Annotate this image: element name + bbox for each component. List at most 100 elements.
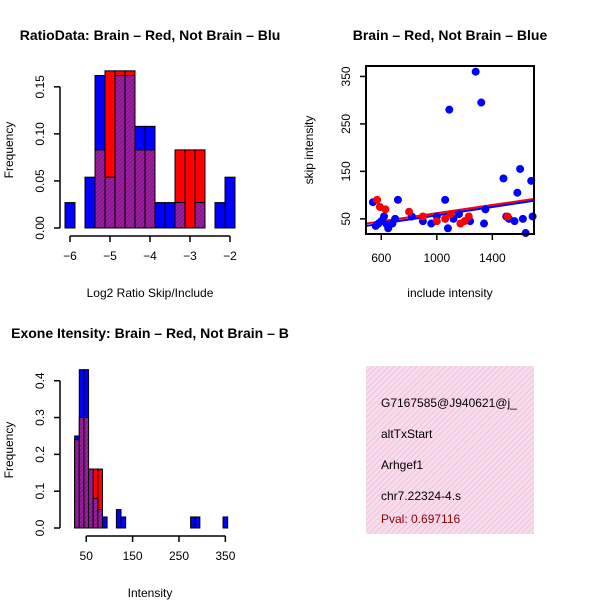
- info-event-type: altTxStart: [381, 427, 433, 441]
- ratio-blue-bar: [154, 202, 166, 229]
- scatter-frame: [365, 65, 535, 235]
- intensity-scatter: Brain – Red, Not Brain – Blue 600 1000 140…: [302, 27, 547, 300]
- scatter-xlabel: include intensity: [407, 286, 492, 300]
- intensity-ylabel: Frequency: [2, 422, 16, 479]
- intensity-x-tick-label: 150: [123, 549, 143, 563]
- info-probe-id: G7167585@J940621@j_: [381, 396, 517, 410]
- intensity-x-tick-label: 350: [215, 549, 235, 563]
- intensity-overlap-bar: [88, 468, 94, 529]
- ratio-overlap-bar: [194, 202, 206, 229]
- ratio-blue-bar: [64, 202, 76, 229]
- intensity-x-tick-label: 250: [169, 549, 189, 563]
- scatter-red-point: [405, 207, 414, 216]
- ratio-bars: [64, 70, 236, 229]
- ratio-blue-bar: [214, 202, 226, 229]
- info-pval: Pval: 0.697116: [381, 512, 461, 526]
- intensity-overlap-bar: [78, 417, 85, 529]
- intensity-xlabel: Intensity: [128, 586, 173, 600]
- intensity-overlap-bar: [92, 498, 99, 529]
- info-box: G7167585@J940621@j_ altTxStart Arhgef1 c…: [366, 366, 534, 534]
- scatter-red-point: [381, 205, 390, 214]
- scatter-y-tick-label: 150: [339, 161, 353, 181]
- intensity-blue-bar: [222, 516, 229, 529]
- intensity-x-tick-label: 50: [80, 549, 94, 563]
- scatter-x-tick-label: 600: [371, 251, 391, 265]
- ratio-overlap-bar: [114, 75, 126, 229]
- intensity-y-tick-label: 0.0: [33, 519, 47, 536]
- ratio-overlap-bar: [94, 149, 106, 229]
- scatter-y-tick-label: 50: [339, 212, 353, 226]
- ratio-overlap-bar: [124, 75, 136, 229]
- scatter-red-point: [373, 195, 382, 204]
- scatter-y-tick-label: 350: [339, 66, 353, 86]
- scatter-red-point: [464, 212, 473, 221]
- ratio-overlap-bar: [134, 149, 146, 229]
- intensity-axes: 50 150 250 350 0.0 0.1 0.2 0.3 0.4: [33, 372, 236, 563]
- scatter-blue-point: [445, 105, 454, 114]
- scatter-blue-point: [471, 67, 480, 76]
- scatter-x-tick-label: 1000: [423, 251, 450, 265]
- ratio-blue-bar: [84, 176, 96, 229]
- ratio-axes: −6 −5 −4 −3 −2 0.00 0.05 0.10 0.15: [33, 75, 237, 263]
- scatter-blue-point: [477, 98, 486, 107]
- scatter-y-tick-label: 250: [339, 114, 353, 134]
- ratio-y-tick-label: 0.00: [33, 216, 47, 240]
- scatter-red-point: [418, 212, 427, 221]
- scatter-blue-point: [380, 212, 389, 221]
- intensity-blue-bar: [115, 509, 122, 529]
- scatter-x-tick-label: 1400: [479, 251, 506, 265]
- scatter-blue-point: [455, 210, 464, 219]
- intensity-blue-bar: [101, 516, 108, 529]
- scatter-points: [368, 67, 537, 238]
- ratio-overlap-bar: [144, 149, 156, 229]
- scatter-blue-point: [393, 195, 402, 204]
- ratio-y-tick-label: 0.15: [33, 75, 47, 99]
- scatter-blue-point: [391, 214, 400, 223]
- scatter-blue-point: [510, 217, 519, 226]
- scatter-ylabel: skip intensity: [302, 116, 316, 185]
- intensity-bars: [74, 369, 229, 529]
- intensity-blue-bar: [120, 516, 127, 529]
- scatter-blue-point: [516, 164, 525, 173]
- ratio-xlabel: Log2 Ratio Skip/Include: [87, 286, 214, 300]
- scatter-blue-point: [480, 219, 489, 228]
- ratio-y-tick-label: 0.10: [33, 122, 47, 146]
- intensity-overlap-bar: [74, 439, 80, 529]
- info-gene: Arhgef1: [381, 458, 424, 472]
- scatter-blue-point: [513, 188, 522, 197]
- intensity-overlap-bar: [97, 509, 103, 529]
- ratio-title: RatioData: Brain – Red, Not Brain – Blu: [20, 27, 281, 43]
- intensity-y-tick-label: 0.2: [33, 446, 47, 463]
- ratio-blue-bar: [224, 176, 236, 229]
- ratio-x-tick-label: −4: [143, 249, 157, 263]
- scatter-blue-point: [499, 174, 508, 183]
- scatter-title: Brain – Red, Not Brain – Blue: [353, 27, 548, 43]
- scatter-blue-point: [443, 224, 452, 233]
- scatter-blue-point: [441, 195, 450, 204]
- ratio-overlap-bar: [174, 202, 186, 229]
- scatter-red-point: [441, 214, 450, 223]
- scatter-red-point: [432, 217, 441, 226]
- ratio-x-tick-label: −2: [223, 249, 237, 263]
- ratio-ylabel: Frequency: [2, 122, 16, 179]
- ratio-red-bar: [184, 149, 196, 229]
- intensity-y-tick-label: 0.4: [33, 372, 47, 389]
- scatter-red-point: [503, 212, 512, 221]
- intensity-histogram: Exone Itensity: Brain – Red, Not Brain –…: [2, 325, 289, 600]
- intensity-title: Exone Itensity: Brain – Red, Not Brain –…: [11, 325, 289, 341]
- intensity-blue-bar: [194, 516, 201, 529]
- scatter-blue-point: [481, 205, 490, 214]
- ratio-x-tick-label: −5: [103, 249, 117, 263]
- scatter-blue-point: [518, 214, 527, 223]
- ratio-histogram: RatioData: Brain – Red, Not Brain – Blu …: [2, 27, 280, 300]
- scatter-axes: 600 1000 1400 50 150 250 350: [339, 65, 535, 265]
- ratio-y-tick-label: 0.05: [33, 169, 47, 193]
- intensity-y-tick-label: 0.1: [33, 483, 47, 500]
- ratio-blue-bar: [164, 202, 176, 229]
- intensity-overlap-bar: [83, 417, 90, 529]
- scatter-blue-point: [528, 212, 537, 221]
- ratio-x-tick-label: −3: [183, 249, 197, 263]
- ratio-overlap-bar: [104, 176, 116, 229]
- intensity-blue-bar: [190, 516, 196, 529]
